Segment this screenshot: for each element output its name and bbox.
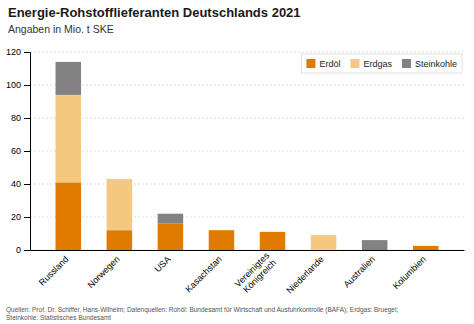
x-tick: Kolumbien (391, 254, 428, 291)
x-tick-label: VereinigtesKönigreich (233, 250, 279, 296)
y-axis-line (24, 53, 31, 251)
bar (311, 235, 337, 250)
bar (107, 230, 133, 250)
y-tick-label: 40 (11, 179, 21, 189)
bar (56, 62, 82, 95)
y-tick: 20 (11, 212, 30, 222)
grid-line (30, 217, 464, 218)
footer: Quellen: Prof. Dr. Schiffer, Hans-Wilhel… (6, 306, 398, 321)
x-tick: VereinigtesKönigreich (233, 250, 279, 296)
title: Energie-Rohstofflieferanten Deutschlands… (8, 5, 301, 20)
bar (56, 182, 82, 250)
y-axis: 0 20 40 60 80 100 120 (6, 47, 31, 255)
subtitle: Angaben in Mio. t SKE (8, 23, 114, 35)
grid-line (30, 184, 464, 185)
y-tick: 60 (11, 146, 30, 156)
y-tick-mark (24, 118, 30, 119)
legend-item: Erdgas (350, 59, 392, 69)
x-tick-label: USA (152, 254, 172, 274)
bar (158, 224, 184, 250)
y-tick-label: 80 (11, 113, 21, 123)
y-tick: 120 (6, 47, 30, 57)
x-tick-label: Australien (341, 254, 376, 289)
bar (260, 231, 286, 232)
legend-swatch (350, 59, 359, 68)
grid-line (30, 52, 464, 53)
legend-item: Steinkohle (402, 59, 457, 69)
y-tick-mark (24, 217, 30, 218)
x-tick: USA (152, 254, 172, 274)
y-tick-label: 100 (6, 80, 21, 90)
x-tick: Niederlande (284, 254, 325, 295)
x-tick-label: Niederlande (284, 254, 325, 295)
bar (209, 230, 235, 231)
y-tick-label: 120 (6, 47, 21, 57)
y-tick-label: 0 (16, 245, 21, 255)
bar (56, 95, 82, 182)
bar (209, 230, 235, 250)
y-tick: 0 (16, 245, 30, 255)
bar (107, 179, 133, 180)
grid-line (30, 250, 464, 251)
grid (30, 52, 464, 250)
bars (56, 62, 439, 250)
x-tick-label: Kolumbien (391, 254, 428, 291)
bar (413, 245, 439, 246)
grid-line (30, 85, 464, 86)
legend-swatch (402, 59, 411, 68)
series (56, 95, 337, 250)
y-tick-mark (24, 151, 30, 152)
legend-frame (301, 54, 462, 73)
bar (209, 230, 235, 231)
bar (311, 235, 337, 236)
y-tick: 100 (6, 80, 30, 90)
y-tick-label: 60 (11, 146, 21, 156)
series (56, 62, 388, 250)
legend-label: Steinkohle (415, 59, 457, 69)
bar (413, 245, 439, 246)
x-tick: Australien (341, 254, 376, 289)
legend-label: Erdöl (319, 59, 340, 69)
y-tick-mark (24, 184, 30, 185)
bar (413, 246, 439, 250)
y-tick-label: 20 (11, 212, 21, 222)
x-tick: Russland (37, 254, 71, 288)
y-tick: 40 (11, 179, 30, 189)
bar (158, 214, 184, 224)
legend-label: Erdgas (363, 59, 392, 69)
y-tick-mark (24, 52, 30, 53)
x-tick: Norwegen (85, 254, 121, 290)
x-tick-label: Russland (37, 254, 71, 288)
grid-line (30, 118, 464, 119)
y-tick-mark (24, 85, 30, 86)
bar (362, 240, 388, 250)
legend-item: Erdöl (306, 59, 340, 69)
bar (260, 232, 286, 250)
grid-line (30, 151, 464, 152)
chart: Energie-Rohstofflieferanten Deutschlands… (0, 0, 474, 324)
bar (260, 231, 286, 232)
x-tick-label: Norwegen (85, 254, 121, 290)
x-axis-line (31, 250, 465, 251)
y-tick: 80 (11, 113, 30, 123)
y-tick-mark (24, 250, 30, 251)
bar (107, 179, 133, 230)
legend-swatch (306, 59, 315, 68)
x-tick-label: Kasachstan (183, 254, 223, 294)
legend: Erdöl Erdgas Steinkohle (301, 54, 462, 73)
x-tick: Kasachstan (183, 254, 223, 294)
x-axis: Russland Norwegen USA KasachstanVereinigtes… (31, 250, 465, 296)
plot: 0 20 40 60 80 100 120 Russland Norwegen USA Kasach… (6, 47, 465, 296)
